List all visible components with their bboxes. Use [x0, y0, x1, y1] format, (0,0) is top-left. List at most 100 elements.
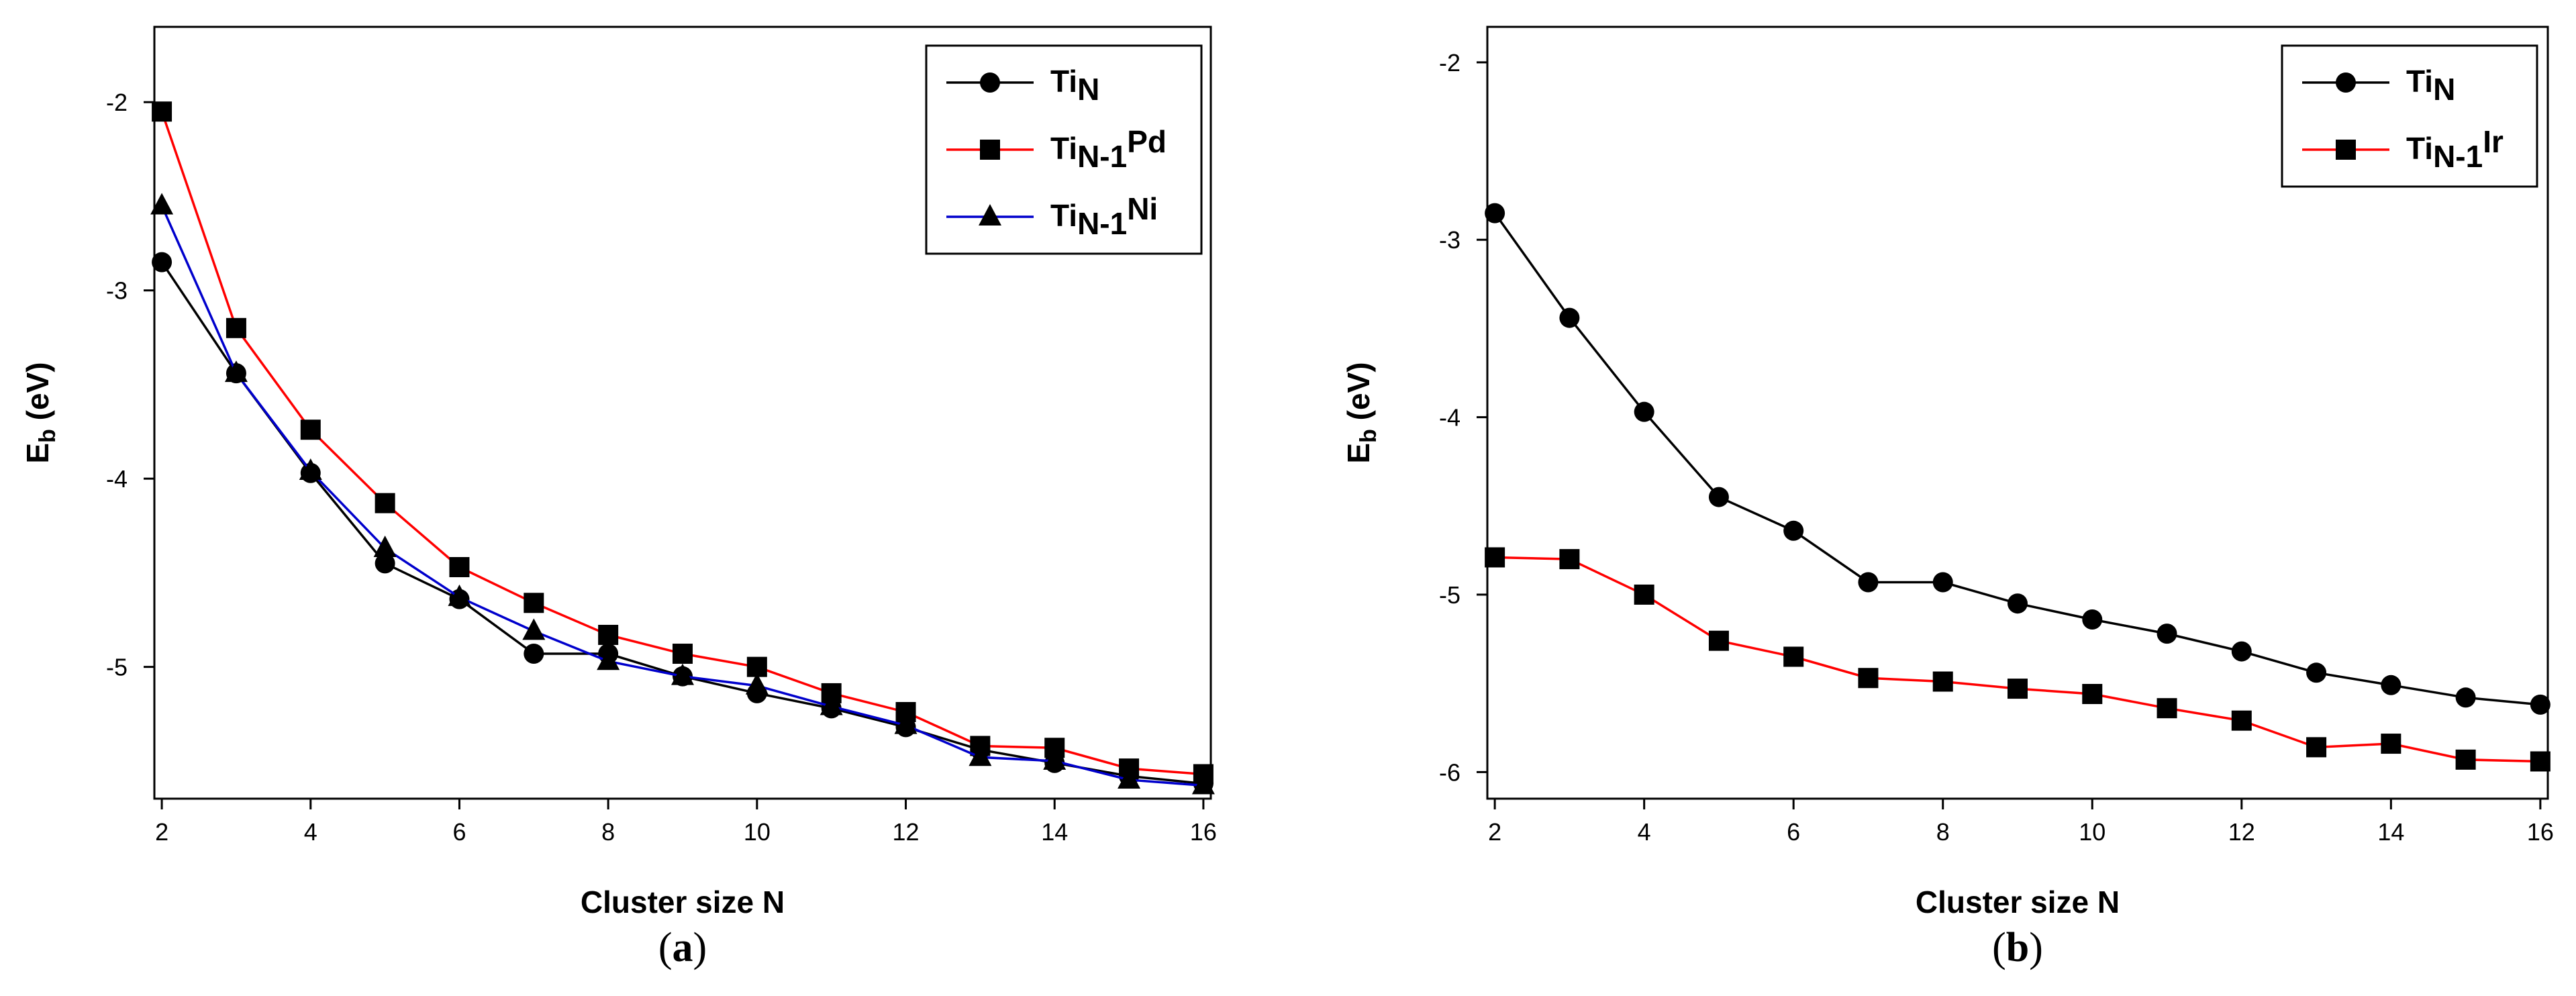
data-point — [598, 624, 619, 645]
data-point — [152, 252, 172, 272]
y-axis-title: Eb (eV) — [1341, 362, 1381, 463]
panel-label: (b) — [1992, 925, 2043, 970]
legend-label: TiN — [1050, 64, 1099, 107]
series-tin1ir — [1485, 547, 2550, 772]
data-point — [226, 317, 246, 338]
data-point — [2530, 751, 2550, 772]
legend-box — [2281, 44, 2538, 188]
series-line — [160, 261, 1204, 785]
data-point — [894, 712, 918, 734]
data-point — [448, 584, 471, 606]
data-point — [2306, 737, 2327, 758]
plot-frame — [153, 26, 1212, 800]
x-tick-label: 12 — [2228, 818, 2255, 846]
data-point — [1634, 401, 1654, 422]
data-point — [2082, 609, 2103, 630]
data-point — [150, 193, 174, 215]
legend-item: TiN — [946, 64, 1099, 107]
data-point — [224, 360, 248, 383]
data-point — [1191, 773, 1215, 795]
legend-marker — [2336, 140, 2356, 160]
x-axis-title: Cluster size N — [581, 885, 785, 919]
data-point — [2306, 662, 2327, 683]
data-point — [524, 593, 544, 613]
series-tin — [152, 252, 1213, 794]
data-point — [2008, 679, 2028, 699]
data-point — [2231, 710, 2252, 731]
y-tick-label: -5 — [1439, 581, 1460, 609]
x-tick-label: 10 — [744, 818, 771, 846]
x-tick-label: 8 — [1936, 818, 1950, 846]
data-point — [1708, 487, 1729, 507]
data-point — [2530, 694, 2550, 715]
data-point — [300, 419, 321, 440]
x-tick-label: 16 — [2527, 818, 2554, 846]
plot-frame — [1486, 26, 2549, 800]
y-tick-label: -3 — [1439, 226, 1460, 254]
panel-label: (a) — [658, 925, 707, 970]
y-tick-label: -4 — [1439, 404, 1460, 432]
legend-item: TiN — [2302, 64, 2455, 107]
data-point — [673, 644, 693, 664]
data-point — [969, 744, 992, 766]
data-point — [2455, 749, 2476, 770]
data-point — [373, 535, 397, 557]
y-tick-label: -3 — [106, 277, 128, 305]
data-point — [2082, 684, 2103, 705]
data-point — [524, 644, 544, 664]
data-point — [2381, 734, 2401, 754]
x-tick-label: 12 — [893, 818, 920, 846]
data-point — [820, 693, 843, 715]
data-point — [1932, 671, 1953, 692]
data-point — [1485, 547, 1505, 568]
data-point — [2008, 593, 2028, 614]
x-tick-label: 4 — [304, 818, 317, 846]
data-point — [1043, 748, 1067, 770]
y-tick-label: -5 — [106, 654, 128, 681]
data-point — [2157, 698, 2177, 719]
data-point — [1858, 572, 1879, 593]
series-line — [160, 205, 1204, 787]
x-tick-label: 16 — [1190, 818, 1217, 846]
x-tick-label: 4 — [1638, 818, 1651, 846]
y-tick-label: -4 — [106, 465, 128, 493]
x-axis-title: Cluster size N — [1916, 885, 2120, 919]
data-point — [375, 493, 395, 513]
data-point — [1858, 668, 1879, 689]
x-tick-label: 14 — [1041, 818, 1068, 846]
x-tick-label: 2 — [1488, 818, 1501, 846]
x-tick-label: 6 — [1787, 818, 1800, 846]
chart-panel-b: 2 4 6 8 10 12 14 16 -2 -3 -4 -5 -6 Cluster size N Eb (… — [1341, 26, 2554, 970]
data-point — [1783, 520, 1804, 541]
data-point — [671, 663, 694, 685]
data-point — [1485, 203, 1505, 223]
series-tin — [1485, 203, 2550, 715]
data-point — [2455, 687, 2476, 708]
legend-label: TiN-1Ir — [2406, 124, 2504, 174]
y-tick-label: -2 — [106, 89, 128, 116]
legend: TiN TiN-1Pd TiN-1Ni — [925, 44, 1203, 255]
x-tick-label: 6 — [452, 818, 466, 846]
legend: TiN TiN-1Ir — [2281, 44, 2538, 188]
legend-marker — [980, 140, 1000, 160]
data-point — [522, 618, 546, 640]
data-point — [375, 553, 395, 574]
legend-item: TiN-1Pd — [946, 124, 1167, 174]
data-point — [2381, 675, 2401, 695]
data-point — [1559, 549, 1580, 570]
legend-item: TiN-1Ir — [2302, 124, 2504, 174]
data-point — [2231, 641, 2252, 662]
x-tick-label: 14 — [2377, 818, 2404, 846]
legend-item: TiN-1Ni — [946, 191, 1158, 241]
legend-label: TiN-1Ni — [1050, 191, 1158, 241]
chart-panel-a: 2 4 6 8 10 12 14 16 -2 -3 -4 -5 Cluster size N Eb (eV… — [20, 26, 1217, 970]
data-point — [1559, 307, 1580, 328]
data-point — [1634, 584, 1654, 605]
series-tin1pd — [152, 101, 1213, 785]
legend-marker — [979, 204, 1001, 226]
data-point — [1783, 646, 1804, 667]
data-point — [745, 673, 769, 695]
y-tick-label: -6 — [1439, 758, 1460, 786]
y-axis-title: Eb (eV) — [20, 362, 60, 463]
